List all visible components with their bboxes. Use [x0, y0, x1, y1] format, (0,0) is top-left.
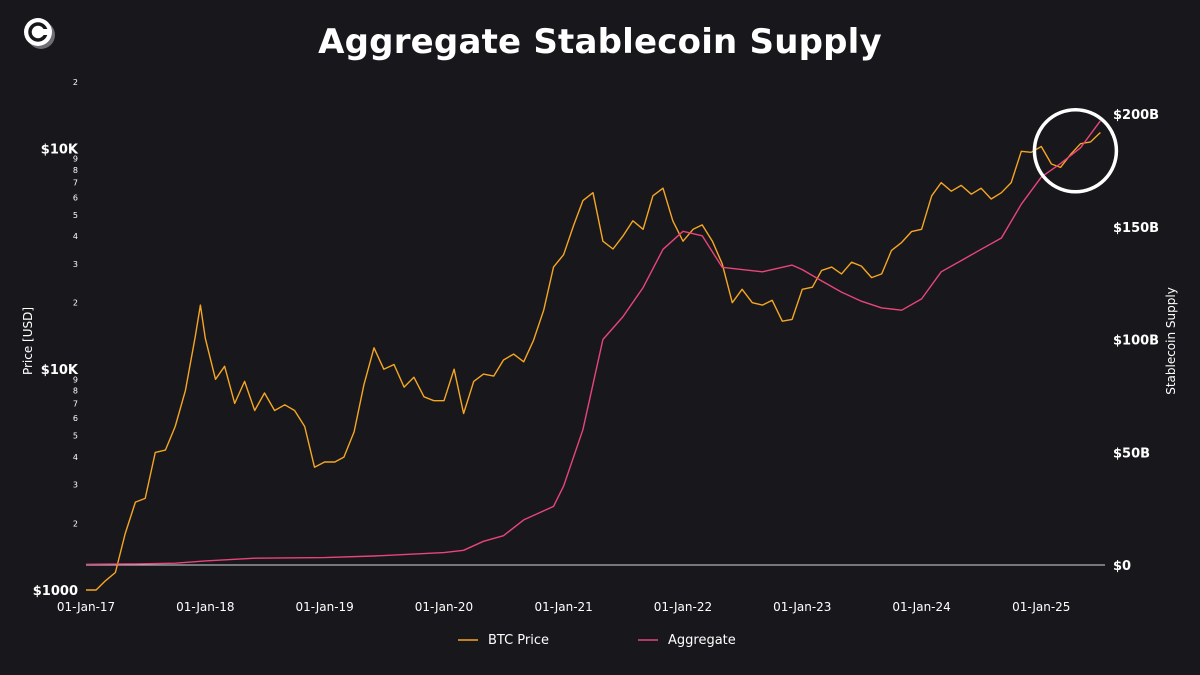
left-axis-tick-label: $10K [41, 142, 79, 157]
right-axis-tick-label: $200B [1113, 108, 1159, 123]
x-axis-tick-label: 01-Jan-19 [295, 600, 353, 614]
left-axis-minor-tick-label: 5 [73, 432, 78, 441]
right-axis-tick-label: $150B [1113, 221, 1159, 236]
left-axis-minor-tick-label: 7 [73, 399, 78, 408]
left-axis-minor-tick-label: 8 [73, 387, 78, 396]
x-axis-tick-label: 01-Jan-17 [57, 600, 115, 614]
left-axis-minor-tick-label: 6 [73, 414, 78, 423]
right-axis-title: Stablecoin Supply [1164, 287, 1178, 395]
aggregate-supply-line [85, 120, 1101, 565]
x-axis-tick-label: 01-Jan-24 [892, 600, 950, 614]
left-axis-minor-tick-label: 4 [73, 232, 78, 241]
x-axis-tick-label: 01-Jan-23 [773, 600, 831, 614]
x-axis-tick-label: 01-Jan-20 [415, 600, 473, 614]
left-axis-minor-tick-label: 8 [73, 166, 78, 175]
left-axis-minor-tick-label: 7 [73, 179, 78, 188]
left-axis-minor-tick-label: 3 [73, 260, 78, 269]
legend-label: BTC Price [488, 633, 549, 648]
right-axis-tick-label: $50B [1113, 446, 1150, 461]
left-axis-minor-tick-label: 3 [73, 481, 78, 490]
left-axis-minor-tick-label: 2 [73, 520, 78, 529]
right-axis-tick-label: $0 [1113, 559, 1131, 574]
left-axis-minor-tick-label: 2 [73, 78, 78, 87]
right-axis-tick-label: $100B [1113, 334, 1159, 349]
x-axis-tick-label: 01-Jan-22 [654, 600, 712, 614]
btc-price-line [86, 131, 1101, 591]
left-axis-minor-tick-label: 9 [73, 375, 78, 384]
chart-title: Aggregate Stablecoin Supply [318, 22, 882, 62]
left-axis-minor-tick-label: 4 [73, 453, 78, 462]
left-axis-tick-label: $10K [41, 363, 79, 378]
left-axis-tick-label: $1000 [33, 584, 78, 599]
left-axis-title: Price [USD] [21, 307, 35, 375]
x-axis-tick-label: 01-Jan-18 [176, 600, 234, 614]
left-axis-minor-tick-label: 6 [73, 193, 78, 202]
left-axis-minor-tick-label: 5 [73, 211, 78, 220]
left-axis-minor-tick-label: 2 [73, 299, 78, 308]
highlight-circle [1032, 108, 1119, 194]
x-axis-tick-label: 01-Jan-21 [534, 600, 592, 614]
left-axis-minor-tick-label: 9 [73, 154, 78, 163]
brand-logo-icon [20, 14, 60, 54]
x-axis-tick-label: 01-Jan-25 [1012, 600, 1070, 614]
legend-label: Aggregate [668, 633, 736, 648]
